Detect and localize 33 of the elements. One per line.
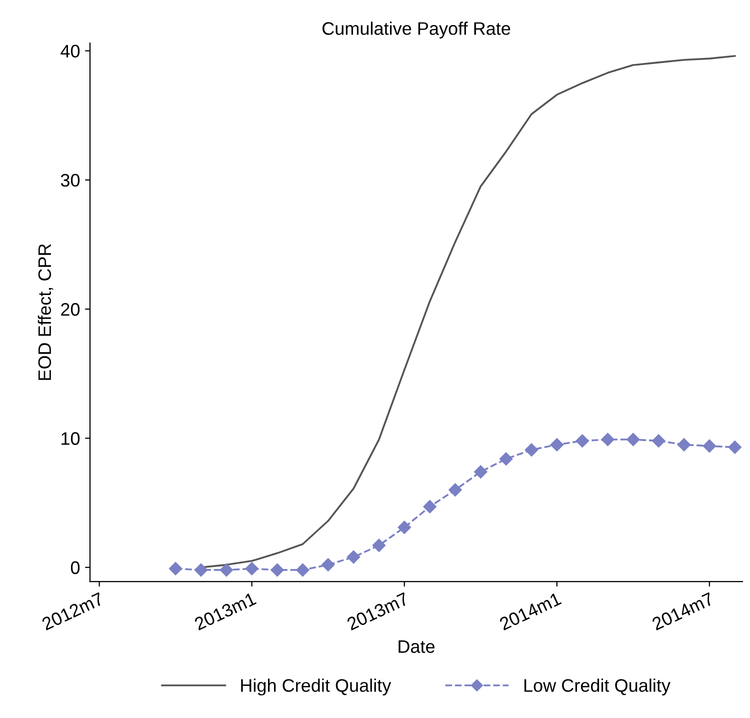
point — [499, 452, 513, 466]
y-tick-label: 0 — [70, 561, 80, 574]
point — [296, 563, 310, 577]
point — [524, 443, 538, 456]
legend-label: High Credit Quality — [241, 678, 392, 696]
point — [220, 563, 234, 577]
point — [448, 483, 462, 496]
point — [423, 500, 436, 514]
x-axis-title: Date — [398, 640, 435, 653]
point — [652, 434, 666, 448]
chart-title: Cumulative Payoff Rate — [322, 22, 510, 38]
legend-label: Low Credit Quality — [524, 678, 670, 696]
point — [169, 562, 182, 576]
point — [677, 438, 691, 452]
point — [576, 434, 589, 448]
point — [626, 432, 640, 446]
point — [398, 520, 411, 534]
y-tick-label: 20 — [61, 303, 80, 316]
y-tick-label: 40 — [60, 44, 80, 58]
y-axis-title: EOD Effect, CPR — [38, 244, 54, 380]
point — [474, 465, 488, 478]
point — [728, 440, 742, 454]
point — [601, 432, 614, 446]
point — [702, 439, 716, 453]
point — [372, 538, 386, 552]
y-tick-label: 10 — [62, 432, 80, 445]
point — [245, 562, 258, 576]
y-tick-label: 30 — [60, 174, 80, 187]
point — [322, 558, 335, 572]
point — [270, 563, 284, 577]
point — [346, 550, 360, 564]
point — [194, 563, 208, 577]
point — [550, 438, 564, 452]
